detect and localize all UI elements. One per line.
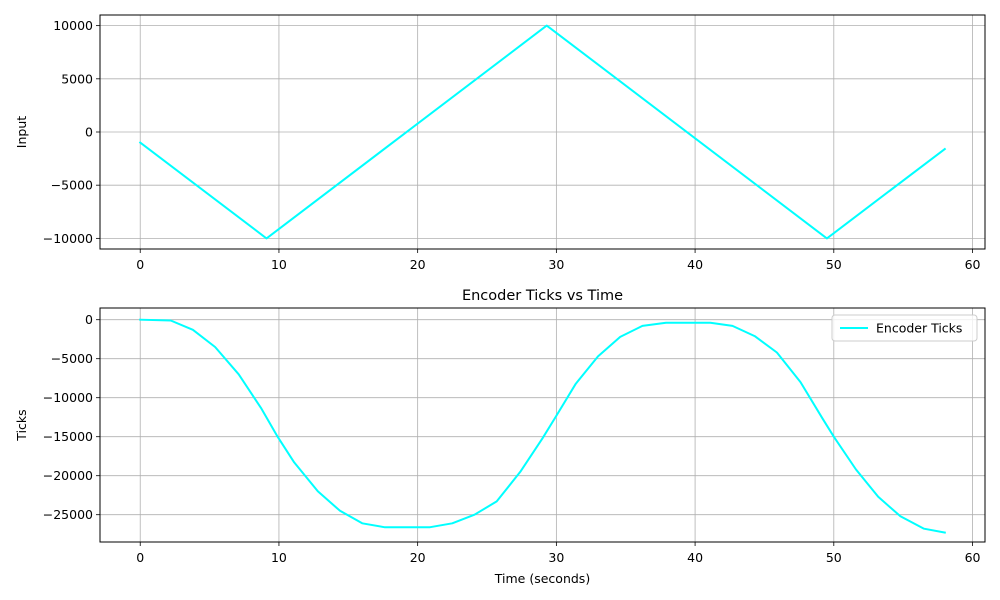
x-tick-label: 60: [965, 550, 981, 565]
y-tick-label: −5000: [51, 351, 93, 366]
encoder-ticks-legend: Encoder Ticks: [831, 314, 978, 342]
input-plot-y-label: Input: [14, 116, 29, 148]
y-tick-label: −10000: [43, 231, 93, 246]
x-tick-label: 50: [826, 550, 842, 565]
x-tick-label: 10: [271, 550, 287, 565]
encoder-ticks-plot-title: Encoder Ticks vs Time: [462, 288, 623, 304]
x-tick-label: 0: [136, 550, 144, 565]
encoder-ticks-plot-x-ticks: 0 10 20 30 40 50 60: [136, 542, 981, 565]
x-tick-label: 40: [687, 257, 703, 272]
y-tick-label: 10000: [53, 18, 93, 33]
encoder-ticks-plot: 0 10 20 30 40 50 60 0 −5000 −10000 −15000 −20000 −2…: [14, 288, 986, 586]
encoder-ticks-plot-y-label: Ticks: [14, 409, 29, 441]
input-plot: 0 10 20 30 40 50 60 −10000 −5000 0 5000 10000 Inpu…: [14, 14, 986, 272]
y-tick-label: 0: [85, 312, 93, 327]
y-tick-label: −20000: [43, 468, 93, 483]
input-plot-grid: [100, 15, 985, 249]
input-plot-series: [138, 24, 947, 240]
y-tick-label: −5000: [51, 178, 93, 193]
encoder-ticks-plot-frame: [99, 307, 986, 543]
series-line: [139, 318, 946, 534]
x-tick-label: 40: [687, 550, 703, 565]
y-tick-label: −10000: [43, 390, 93, 405]
x-tick-label: 20: [410, 257, 426, 272]
legend-box: [831, 314, 978, 342]
encoder-ticks-plot-x-label: Time (seconds): [494, 571, 590, 586]
legend-label: Encoder Ticks: [876, 321, 962, 336]
x-tick-label: 50: [826, 257, 842, 272]
x-tick-label: 30: [548, 550, 564, 565]
x-tick-label: 60: [965, 257, 981, 272]
input-plot-x-ticks: 0 10 20 30 40 50 60: [136, 249, 981, 272]
x-tick-label: 0: [136, 257, 144, 272]
y-tick-label: 0: [85, 125, 93, 140]
y-tick-label: −15000: [43, 429, 93, 444]
input-plot-y-ticks: −10000 −5000 0 5000 10000: [43, 18, 100, 246]
x-tick-label: 10: [271, 257, 287, 272]
y-tick-label: 5000: [61, 71, 93, 86]
series-line: [138, 24, 947, 240]
y-tick-label: −25000: [43, 507, 93, 522]
encoder-ticks-plot-y-ticks: 0 −5000 −10000 −15000 −20000 −25000: [43, 312, 100, 522]
encoder-ticks-plot-series: [139, 318, 946, 534]
x-tick-label: 30: [548, 257, 564, 272]
x-tick-label: 20: [410, 550, 426, 565]
